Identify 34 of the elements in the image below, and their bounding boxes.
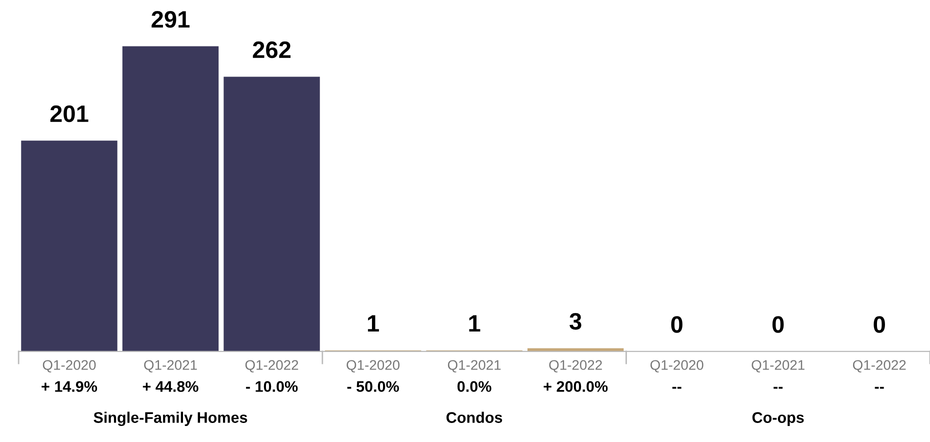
text: Condos: [446, 412, 502, 423]
x-tick-label: Q1-2020: [650, 360, 704, 372]
x-tick-label: Q1-2021: [448, 360, 501, 372]
text: Single-Family Homes: [94, 412, 248, 426]
x-tick-label: Q1-2022: [549, 360, 602, 372]
text: + 44.8%: [142, 381, 198, 392]
x-tick-label: Q1-2020: [346, 360, 400, 372]
text: - 10.0%: [246, 381, 298, 392]
bar: [224, 76, 320, 352]
bar: [21, 140, 118, 352]
text: Co-ops: [752, 412, 804, 426]
text: --: [672, 386, 682, 389]
data-label: 3: [570, 312, 582, 330]
text: --: [874, 386, 884, 389]
text: 0.0%: [457, 381, 492, 392]
data-label: 0: [671, 316, 682, 333]
text: - 50.0%: [347, 381, 399, 392]
text: + 200.0%: [544, 381, 608, 392]
data-label: 0: [772, 316, 784, 333]
text: --: [774, 386, 783, 389]
x-tick-label: Q1-2022: [853, 360, 906, 372]
data-label: 1: [368, 315, 379, 332]
x-tick-label: Q1-2021: [144, 360, 197, 372]
data-label: 262: [252, 41, 291, 58]
x-tick-label: Q1-2020: [42, 360, 96, 372]
data-label: 0: [874, 316, 885, 333]
x-tick-label: Q1-2021: [752, 360, 804, 372]
data-label: 1: [469, 315, 480, 332]
x-tick-label: Q1-2022: [245, 360, 298, 372]
bar: [527, 348, 624, 352]
data-label: 291: [152, 11, 190, 28]
bar: [122, 46, 219, 352]
data-label: 201: [50, 105, 88, 122]
text: + 14.9%: [42, 381, 98, 392]
